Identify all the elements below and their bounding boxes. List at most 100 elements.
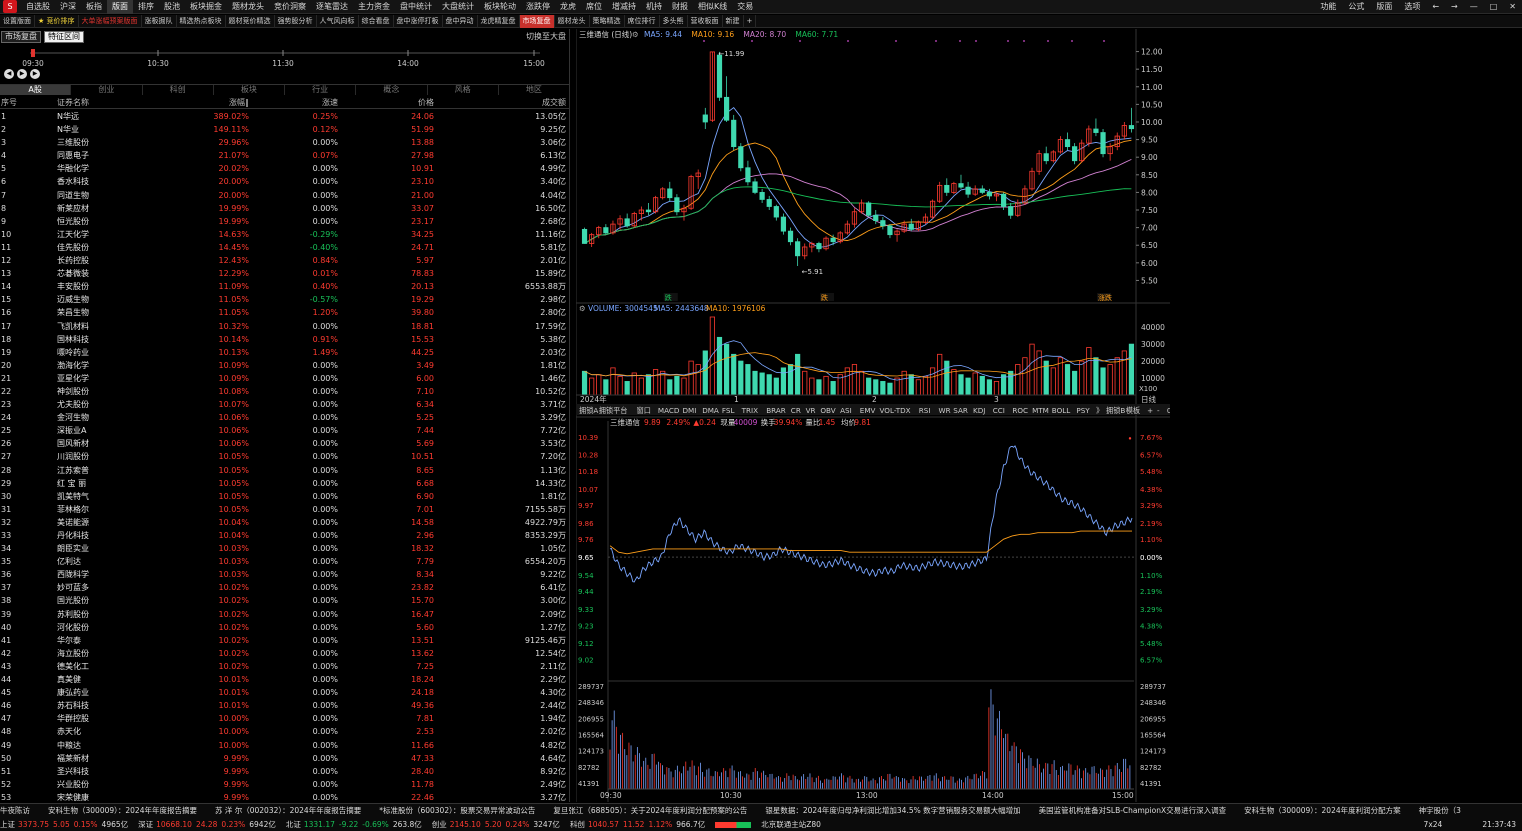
table-row[interactable]: 11 佳先股份 14.45% -0.40% 24.71 5.81亿 — [0, 241, 569, 254]
table-row[interactable]: 24 金河生物 10.06% 0.00% 5.25 3.29亿 — [0, 411, 569, 424]
table-row[interactable]: 29 红 宝 丽 10.05% 0.00% 6.68 14.33亿 — [0, 477, 569, 490]
index-item[interactable]: 深证 10668.10 24.28 0.23% 6942亿 — [138, 818, 276, 831]
indicator-tab[interactable]: EMV — [860, 406, 876, 415]
table-row[interactable]: 50 福莱新材 9.99% 0.00% 47.33 4.64亿 — [0, 752, 569, 765]
window-control-1[interactable]: 公式 — [1348, 2, 1365, 11]
menu-item-19[interactable]: 财报 — [672, 1, 688, 11]
news-feed-button[interactable]: 7x24 — [1423, 820, 1443, 829]
indicator-tab[interactable]: BRAR — [766, 406, 786, 415]
layout-tab-5[interactable]: 题材竞价精选 — [226, 14, 275, 28]
menu-item-11[interactable]: 盘中统计 — [400, 1, 432, 11]
table-row[interactable]: 49 中粮达 10.00% 0.00% 11.66 4.82亿 — [0, 739, 569, 752]
menu-item-15[interactable]: 龙虎 — [560, 1, 576, 11]
indicator-tab[interactable]: RSI — [919, 406, 931, 415]
table-row[interactable]: 46 苏石科技 10.01% 0.00% 49.36 2.44亿 — [0, 699, 569, 712]
index-item[interactable]: 上证 3373.75 5.05 0.15% 4965亿 — [0, 818, 128, 831]
menu-item-10[interactable]: 主力资金 — [358, 1, 390, 11]
table-row[interactable]: 32 美诺能源 10.04% 0.00% 14.58 4922.79万 — [0, 516, 569, 529]
table-row[interactable]: 9 恒光股份 19.99% 0.00% 23.17 2.68亿 — [0, 215, 569, 228]
layout-tab-16[interactable]: 多头熊 — [660, 14, 688, 28]
market-tab-2[interactable]: 科创 — [143, 85, 214, 95]
news-ticker[interactable]: 牛夜陈访 安科生物（300009）：2024年年度报告摘要 苏 洋 尔（002032… — [0, 804, 1522, 817]
menu-item-21[interactable]: 交易 — [737, 1, 754, 11]
table-row[interactable]: 51 圣兴科技 9.99% 0.00% 28.40 8.92亿 — [0, 765, 569, 778]
menu-item-1[interactable]: 沪深 — [60, 1, 76, 11]
news-item[interactable]: 苏 洋 尔（002032）：2024年年度报告摘要 — [214, 806, 362, 815]
table-row[interactable]: 39 苏利股份 10.02% 0.00% 16.47 2.09亿 — [0, 608, 569, 621]
window-control-0[interactable]: 功能 — [1320, 2, 1337, 11]
table-row[interactable]: 44 真美健 10.01% 0.00% 18.24 2.29亿 — [0, 673, 569, 686]
layout-tab-11[interactable]: 龙虎精复盘 — [478, 14, 520, 28]
settings-icon[interactable]: ⚙ — [579, 304, 586, 313]
layout-tab-7[interactable]: 人气风向标 — [317, 14, 359, 28]
table-row[interactable]: 10 江天化学 14.63% -0.29% 34.25 11.16亿 — [0, 228, 569, 241]
indicator-tab[interactable]: OBV — [820, 406, 835, 415]
col-amount[interactable]: 成交额 — [542, 98, 566, 107]
news-item[interactable]: 牛夜陈访 — [0, 806, 30, 815]
table-row[interactable]: 1 N华远 389.02% 0.25% 24.06 13.05亿 — [0, 110, 569, 123]
indicator-tab[interactable]: VOL-TDX — [880, 406, 911, 415]
window-control-5[interactable]: → — [1451, 2, 1458, 11]
menu-item-6[interactable]: 板块掘金 — [190, 1, 222, 11]
market-tab-5[interactable]: 概念 — [356, 85, 428, 95]
news-item[interactable]: 银星数据：2024年度归母净利润比增加34.5% 数字营销服务交易额大幅增加 — [765, 806, 1021, 815]
indicator-tab[interactable]: VR — [806, 406, 816, 415]
indicator-tab[interactable]: CR — [791, 406, 801, 415]
indicator-tab[interactable]: PSY — [1076, 406, 1090, 415]
news-item[interactable]: *标准股份（600302）：股票交易异常波动公告 — [379, 806, 536, 815]
market-review-button[interactable]: 市场复盘 — [1, 31, 41, 43]
table-row[interactable]: 38 国光股份 10.02% 0.00% 15.70 3.00亿 — [0, 594, 569, 607]
table-row[interactable]: 5 华融化学 20.02% 0.00% 10.91 4.99亿 — [0, 162, 569, 175]
market-tab-6[interactable]: 风格 — [428, 85, 499, 95]
index-item[interactable]: 北证 1331.17 -9.22 -0.69% 263.8亿 — [286, 818, 422, 831]
indicator-tab[interactable]: TRIX — [741, 406, 759, 415]
table-row[interactable]: 26 国风新材 10.06% 0.00% 5.69 3.53亿 — [0, 437, 569, 450]
table-row[interactable]: 16 荣昌生物 11.05% 1.20% 39.80 2.80亿 — [0, 306, 569, 319]
index-item[interactable]: 科创 1040.57 11.52 1.12% 966.7亿 — [570, 818, 705, 831]
indicator-tab[interactable]: 窗口 — [637, 406, 651, 415]
table-row[interactable]: 34 朗臣实业 10.03% 0.00% 18.32 1.05亿 — [0, 542, 569, 555]
play-button[interactable]: ▶ — [17, 69, 27, 79]
index-item[interactable]: 创业 2145.10 5.20 0.24% 3247亿 — [432, 818, 560, 831]
event-marker[interactable]: 跌 — [665, 293, 672, 302]
menu-item-17[interactable]: 增减持 — [612, 1, 636, 11]
menu-item-9[interactable]: 逐笔雷达 — [316, 1, 348, 11]
replay-timeline[interactable]: 09:30 10:30 11:30 14:00 15:00 — [0, 44, 570, 72]
layout-tab-14[interactable]: 策略精选 — [590, 14, 625, 28]
layout-tab-0[interactable]: 设置版面 — [0, 14, 35, 28]
table-row[interactable]: 22 神剑股份 10.08% 0.00% 7.10 10.52亿 — [0, 385, 569, 398]
indicator-tab[interactable]: SAR — [953, 406, 968, 415]
indicator-tab[interactable]: DMA — [702, 406, 719, 415]
window-control-4[interactable]: ← — [1432, 2, 1440, 11]
col-name[interactable]: 证券名称 — [57, 98, 89, 107]
indicator-tab[interactable]: 拥锁平台 — [599, 406, 628, 415]
menu-item-14[interactable]: 涨跌停 — [526, 1, 550, 11]
layout-tab-15[interactable]: 席位排行 — [625, 14, 660, 28]
event-marker-bg[interactable] — [820, 293, 835, 301]
table-row[interactable]: 6 香水科技 20.00% 0.00% 23.10 3.40亿 — [0, 175, 569, 188]
layout-tab-12[interactable]: 市场复盘 — [519, 14, 555, 28]
news-item[interactable]: 复旦张江（688505）：关于2024年度利润分配预案的公告 — [553, 806, 748, 815]
menu-item-16[interactable]: 席位 — [586, 1, 602, 11]
window-control-2[interactable]: 版面 — [1376, 2, 1393, 11]
indicator-tab[interactable]: + — [1147, 406, 1153, 415]
window-control-3[interactable]: 选项 — [1404, 2, 1421, 11]
menu-item-5[interactable]: 股池 — [164, 1, 180, 11]
indicator-tab[interactable]: 0 — [1167, 406, 1172, 415]
table-row[interactable]: 36 西陇科学 10.03% 0.00% 8.34 9.22亿 — [0, 568, 569, 581]
indicator-tab[interactable]: ROC — [1012, 406, 1028, 415]
table-row[interactable]: 21 亚星化学 10.09% 0.00% 6.00 1.46亿 — [0, 372, 569, 385]
indicator-tab[interactable]: - — [1157, 406, 1160, 415]
indicator-tab[interactable]: 模板 — [1126, 406, 1140, 415]
window-control-8[interactable]: ✕ — [1509, 2, 1516, 11]
menu-item-8[interactable]: 竞价洞察 — [274, 1, 306, 11]
table-row[interactable]: 14 丰安股份 11.09% 0.40% 20.13 6553.88万 — [0, 280, 569, 293]
event-marker-bg[interactable] — [1097, 293, 1112, 301]
indicator-tab[interactable]: KDJ — [973, 406, 985, 415]
table-row[interactable]: 20 渤海化学 10.09% 0.00% 3.49 1.81亿 — [0, 359, 569, 372]
table-row[interactable]: 47 华群控股 10.00% 0.00% 7.81 1.94亿 — [0, 712, 569, 725]
menu-item-3[interactable]: 版面 — [107, 0, 133, 14]
menu-item-12[interactable]: 大盘统计 — [442, 1, 474, 11]
market-tab-3[interactable]: 板块 — [214, 85, 285, 95]
table-row[interactable]: 7 同道生物 20.00% 0.00% 21.00 4.04亿 — [0, 189, 569, 202]
